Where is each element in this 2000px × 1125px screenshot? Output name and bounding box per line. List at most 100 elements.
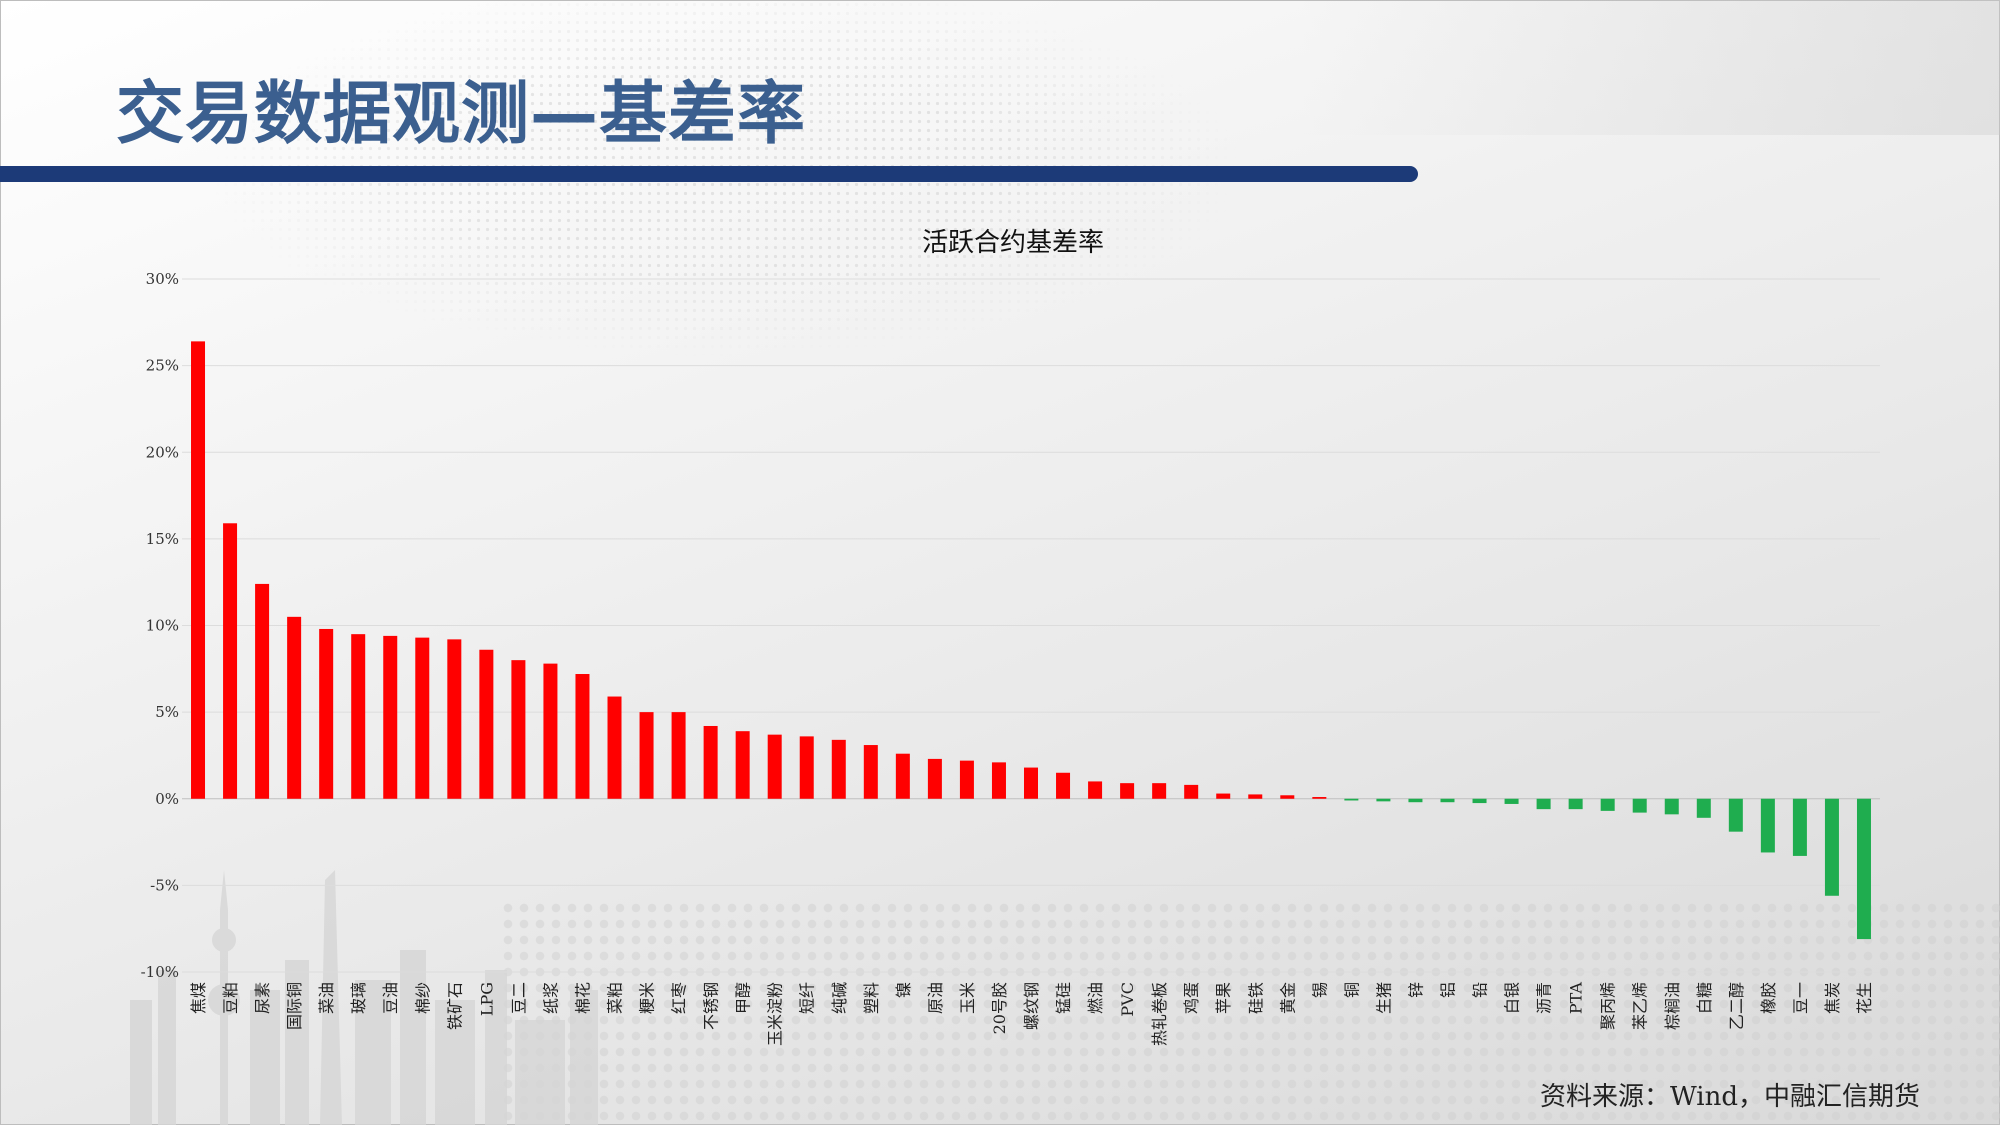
bar <box>319 628 334 799</box>
chart-title: 活跃合约基差率 <box>921 228 1104 258</box>
x-tick-label: 菜粕 <box>606 982 625 1014</box>
bar <box>1280 795 1295 799</box>
x-tick-label: 白银 <box>1503 982 1522 1014</box>
x-tick-label: 尿素 <box>253 982 272 1014</box>
bar <box>511 660 526 799</box>
bar <box>607 696 622 799</box>
bar <box>1408 798 1423 803</box>
y-tick-label: 15% <box>146 530 179 548</box>
page-title: 交易数据观测—基差率 <box>116 75 807 154</box>
x-tick-label: 玻璃 <box>349 982 368 1014</box>
dotted-background-pattern <box>500 900 2000 1125</box>
x-tick-label: 豆一 <box>1791 982 1810 1014</box>
x-tick-label: 燃油 <box>1086 982 1105 1014</box>
bar <box>575 674 590 799</box>
bar <box>863 745 878 799</box>
x-tick-label: 橡胶 <box>1759 982 1778 1014</box>
y-tick-label: 25% <box>146 357 179 375</box>
x-tick-label: 锡 <box>1310 982 1329 998</box>
y-tick-label: 10% <box>146 617 179 635</box>
bar <box>1728 798 1743 832</box>
x-tick-label: 热轧卷板 <box>1150 982 1169 1046</box>
bar <box>1056 772 1071 799</box>
bar <box>831 739 846 799</box>
bar <box>191 341 206 799</box>
x-tick-label: 豆粕 <box>221 982 240 1014</box>
bars <box>191 341 1871 940</box>
x-tick-label: 短纤 <box>798 982 817 1014</box>
bar <box>1760 798 1775 853</box>
x-tick-label: 锌 <box>1406 982 1425 998</box>
bar <box>479 649 494 799</box>
bar <box>1632 798 1647 813</box>
bar <box>1696 798 1711 818</box>
bar <box>1824 798 1839 896</box>
world-map-background <box>150 0 1300 420</box>
x-tick-label: 国际铜 <box>285 982 304 1030</box>
bar <box>1664 798 1679 815</box>
bar <box>1504 798 1519 804</box>
bar <box>895 753 910 799</box>
x-tick-label: 铝 <box>1438 982 1457 998</box>
x-tick-label: 纸浆 <box>541 982 560 1014</box>
bar <box>415 637 430 799</box>
bar <box>927 758 942 799</box>
bar <box>1152 783 1167 799</box>
y-tick-label: -10% <box>141 963 179 981</box>
y-tick-label: 5% <box>155 703 179 721</box>
bar <box>447 639 462 799</box>
x-tick-label: 红枣 <box>670 982 689 1014</box>
bar <box>671 712 686 799</box>
y-tick-label: 20% <box>146 443 179 461</box>
y-tick-label: 30% <box>146 270 179 288</box>
bar <box>1344 798 1359 801</box>
y-tick-label: 0% <box>155 790 179 808</box>
bar <box>1440 798 1455 803</box>
x-tick-label: 锰硅 <box>1054 982 1073 1014</box>
x-tick-label: 白糖 <box>1695 982 1714 1014</box>
bar <box>959 760 974 799</box>
bar <box>383 635 398 799</box>
bar <box>1600 798 1615 811</box>
x-tick-label: 铅 <box>1471 982 1490 998</box>
bar <box>1216 793 1231 799</box>
x-tick-label: LPG <box>477 982 496 1016</box>
bar <box>1792 798 1807 856</box>
x-tick-label: 沥青 <box>1535 982 1554 1014</box>
x-tick-label: 粳米 <box>638 982 657 1014</box>
x-tick-label: 铜 <box>1342 982 1361 998</box>
x-tick-label: 玉米 <box>958 982 977 1014</box>
x-tick-label: 棉花 <box>573 982 592 1014</box>
bar <box>1184 784 1199 799</box>
bar <box>1376 798 1391 802</box>
x-tick-label: 镍 <box>894 982 913 998</box>
x-tick-label: 棉纱 <box>413 982 432 1014</box>
x-tick-label: 豆油 <box>381 982 400 1014</box>
x-tick-label: 原油 <box>926 982 945 1014</box>
y-tick-label: -5% <box>150 876 179 894</box>
x-tick-label: 鸡蛋 <box>1182 982 1201 1014</box>
bar <box>255 583 270 799</box>
bar <box>1312 797 1327 799</box>
x-axis-labels: 焦煤 豆粕 尿素 国际铜 菜油 玻璃 豆油 棉纱 铁矿石 LPG 豆二 纸浆 棉花 菜粕 粳米 红枣 不锈钢 甲醇… <box>189 982 1874 1046</box>
bar <box>287 616 302 799</box>
bar <box>223 523 238 799</box>
bar <box>1856 798 1871 940</box>
bar <box>1248 794 1263 799</box>
x-tick-label: 螺纹钢 <box>1022 982 1041 1030</box>
x-tick-label: 棕榈油 <box>1663 982 1682 1030</box>
header-shade <box>1300 0 2000 135</box>
bar <box>1472 798 1487 804</box>
bar <box>799 736 814 799</box>
bar <box>1120 783 1135 799</box>
y-axis-ticks: 30% 25% 20% 15% 10% 5% 0% -5% -10% <box>141 270 179 981</box>
bar <box>543 663 558 799</box>
x-tick-label: 不锈钢 <box>702 982 721 1030</box>
grid-lines <box>182 278 1880 973</box>
x-tick-label: 玉米淀粉 <box>766 982 785 1046</box>
x-tick-label: 焦煤 <box>189 982 208 1014</box>
x-tick-label: 黄金 <box>1278 982 1297 1014</box>
source-note: 资料来源：Wind，中融汇信期货 <box>1540 1082 1920 1112</box>
x-tick-label: 生猪 <box>1374 982 1393 1014</box>
x-tick-label: 甲醇 <box>734 982 753 1014</box>
